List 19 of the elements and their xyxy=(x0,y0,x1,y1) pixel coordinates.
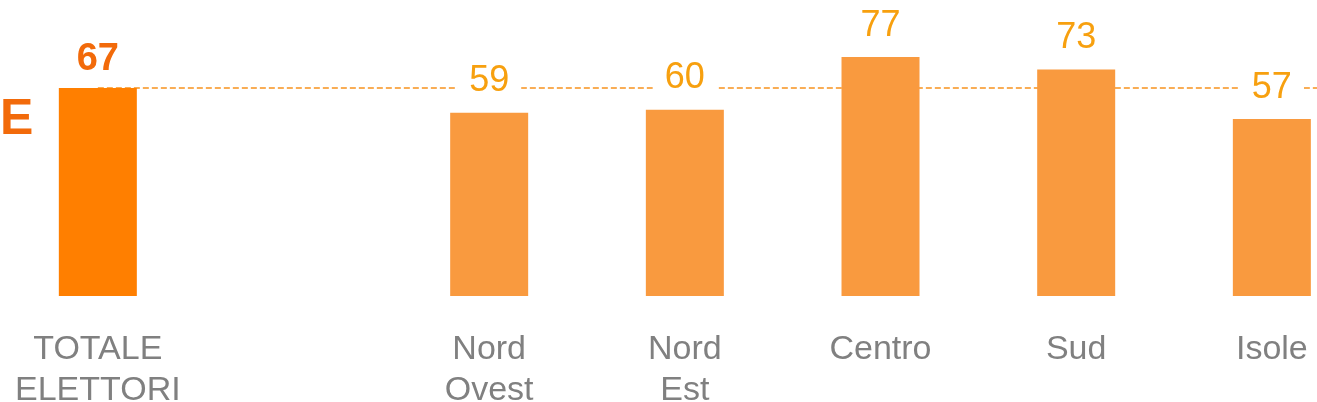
data-label: 77 xyxy=(860,2,901,44)
bar xyxy=(450,112,529,296)
data-label: 60 xyxy=(664,55,705,97)
bar xyxy=(1037,69,1116,296)
bar xyxy=(645,109,724,296)
bar xyxy=(58,88,137,296)
data-label: 73 xyxy=(1056,14,1097,56)
bar xyxy=(841,57,920,296)
bar xyxy=(1232,119,1311,296)
x-tick-label: Nord Ovest xyxy=(444,327,535,402)
x-tick-label: TOTALE ELETTORI xyxy=(15,327,181,402)
x-tick-label: Sud xyxy=(1045,327,1107,366)
data-label: 59 xyxy=(469,58,510,100)
data-label: 57 xyxy=(1251,64,1292,106)
x-tick-label: Centro xyxy=(829,327,932,366)
text: E xyxy=(0,89,34,145)
x-tick-label: Isole xyxy=(1235,327,1308,366)
x-tick-label: Nord Est xyxy=(647,327,722,402)
data-label: 67 xyxy=(76,36,119,79)
